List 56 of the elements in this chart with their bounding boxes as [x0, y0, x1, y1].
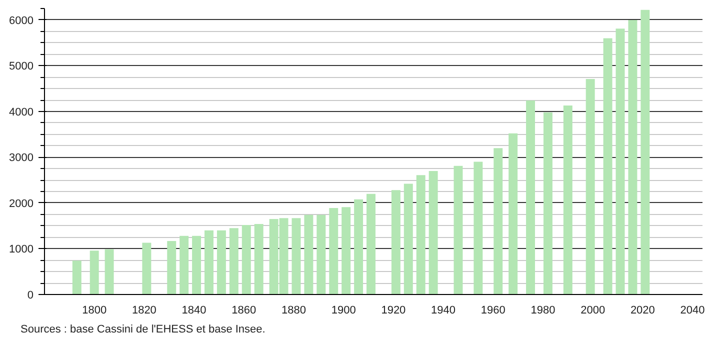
bar: [454, 166, 463, 294]
y-tick-label: 4000: [9, 106, 34, 118]
y-tick-label: 3000: [9, 152, 34, 164]
bar: [304, 214, 314, 294]
x-tick-label: 1800: [82, 304, 107, 316]
y-tick-label: 2000: [9, 198, 34, 210]
bar: [508, 133, 518, 294]
bar: [404, 184, 413, 294]
bar: [72, 260, 82, 294]
bar: [628, 20, 638, 294]
x-tick-label: 2000: [580, 304, 606, 316]
x-tick-label: 1880: [282, 304, 306, 316]
bar: [167, 240, 176, 294]
bar: [474, 162, 483, 294]
y-tick-label: 6000: [9, 14, 34, 27]
bar: [204, 230, 214, 294]
bar: [543, 112, 552, 294]
bar: [603, 38, 612, 294]
bar: [563, 106, 572, 294]
x-tick-label: 1900: [331, 304, 356, 316]
x-tick-label: 1820: [132, 304, 156, 316]
bar: [416, 175, 426, 294]
bar: [640, 10, 650, 294]
x-tick-label: 1980: [530, 304, 556, 316]
bar: [142, 242, 152, 294]
x-tick-label: 1840: [182, 304, 206, 316]
x-tick-label: 1940: [431, 304, 456, 316]
bar: [354, 199, 364, 294]
y-tick-label: 0: [27, 290, 34, 302]
bar: [494, 148, 503, 294]
bar: [391, 190, 400, 294]
bar: [216, 230, 226, 294]
y-tick-label: 1000: [9, 244, 34, 256]
bar: [366, 194, 376, 294]
x-tick-label: 2040: [680, 304, 705, 316]
bar: [526, 100, 536, 294]
x-tick-label: 1960: [480, 304, 506, 316]
bar: [586, 78, 595, 294]
bar: [242, 224, 251, 294]
y-tick-label: 5000: [9, 60, 34, 73]
bar: [616, 28, 625, 294]
bar: [192, 236, 202, 294]
bar: [229, 228, 238, 294]
bar: [90, 250, 99, 294]
bar: [316, 214, 326, 294]
x-tick-label: 1860: [232, 304, 256, 316]
x-tick-label: 1920: [381, 304, 406, 316]
bar: [428, 170, 438, 294]
bar: [342, 207, 351, 294]
bar: [292, 218, 301, 294]
bar: [180, 236, 189, 294]
x-tick-label: 2020: [630, 304, 655, 316]
bar: [104, 249, 114, 294]
bar: [254, 224, 264, 294]
bar: [329, 208, 338, 294]
source-note: Sources : base Cassini de l'EHESS et base Insee.: [20, 324, 266, 336]
